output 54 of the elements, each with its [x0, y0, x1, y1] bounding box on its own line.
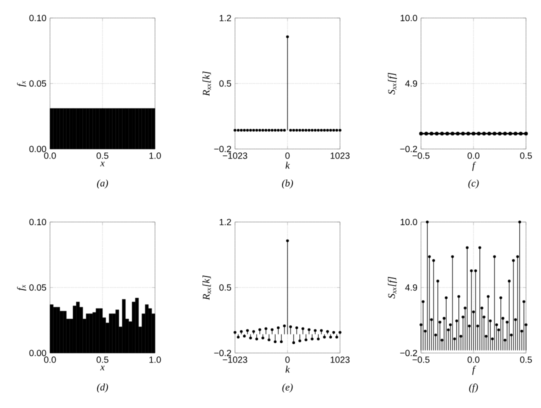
y-tick-label: 0.00 — [29, 146, 46, 152]
y-tick-label: 0.5 — [219, 284, 232, 291]
y-tick-label: −0.2 — [400, 350, 418, 356]
y-axis-title: R$_{xx}$[k] — [202, 275, 211, 300]
text: (c) — [468, 180, 479, 189]
x-tick-label: 1023 — [330, 356, 350, 363]
x-tick-label: 0.0 — [44, 356, 56, 363]
y-tick-label: 0.5 — [219, 80, 232, 87]
y-axis-title: S$_{xx}$[f] — [388, 72, 397, 94]
y-tick-label: 0.05 — [29, 80, 46, 87]
text: (a) — [97, 180, 108, 189]
text: (d) — [97, 384, 108, 393]
x-tick-label: −0.5 — [412, 356, 430, 363]
x-tick-label: 0.5 — [520, 356, 532, 363]
y-axis-title: f$_{x}$ — [17, 80, 26, 87]
x-axis-title: x — [100, 162, 105, 166]
y-tick-label: 0.00 — [29, 350, 46, 356]
y-tick-label: 10.0 — [400, 14, 418, 22]
text: (e) — [282, 384, 293, 393]
x-axis-title: f — [472, 162, 476, 171]
x-tick-label: 1.0 — [149, 356, 161, 363]
x-axis-title: k — [286, 162, 290, 169]
x-axis-title: f — [472, 366, 476, 375]
x-axis-title: x — [100, 366, 105, 370]
y-tick-label: −0.2 — [214, 146, 232, 152]
x-tick-label: 0 — [285, 152, 290, 159]
y-tick-label: 1.2 — [220, 14, 232, 22]
text: (b) — [282, 180, 294, 189]
text: (f) — [469, 384, 478, 393]
y-axis-title: R$_{xx}$[k] — [202, 71, 211, 96]
y-tick-label: 10.0 — [400, 218, 418, 226]
x-tick-label: 0.5 — [96, 152, 108, 159]
x-tick-label: 0.5 — [520, 152, 532, 159]
y-axis-title: S$_{xx}$[f] — [388, 276, 397, 298]
y-tick-label: −0.2 — [400, 146, 418, 152]
x-tick-label: −1023 — [222, 356, 248, 363]
y-tick-label: 1.2 — [220, 218, 232, 226]
x-tick-label: 1.0 — [149, 152, 161, 159]
y-axis-title: f$_{x}$ — [17, 284, 26, 291]
y-tick-label: −0.2 — [214, 350, 232, 356]
y-tick-label: 0.10 — [29, 14, 46, 22]
y-tick-label: 4.9 — [405, 284, 418, 291]
y-tick-label: 0.05 — [29, 284, 46, 291]
x-tick-label: 0.5 — [96, 356, 108, 363]
x-tick-label: 0.0 — [468, 356, 480, 363]
x-tick-label: 0 — [285, 356, 290, 363]
x-axis-title: k — [286, 366, 290, 373]
x-tick-label: 0.0 — [44, 152, 56, 159]
x-tick-label: −1023 — [222, 152, 248, 159]
x-tick-label: 0.0 — [468, 152, 480, 159]
x-tick-label: −0.5 — [412, 152, 430, 159]
y-tick-label: 4.9 — [405, 80, 418, 87]
y-tick-label: 0.10 — [29, 218, 46, 226]
x-tick-label: 1023 — [330, 152, 350, 159]
